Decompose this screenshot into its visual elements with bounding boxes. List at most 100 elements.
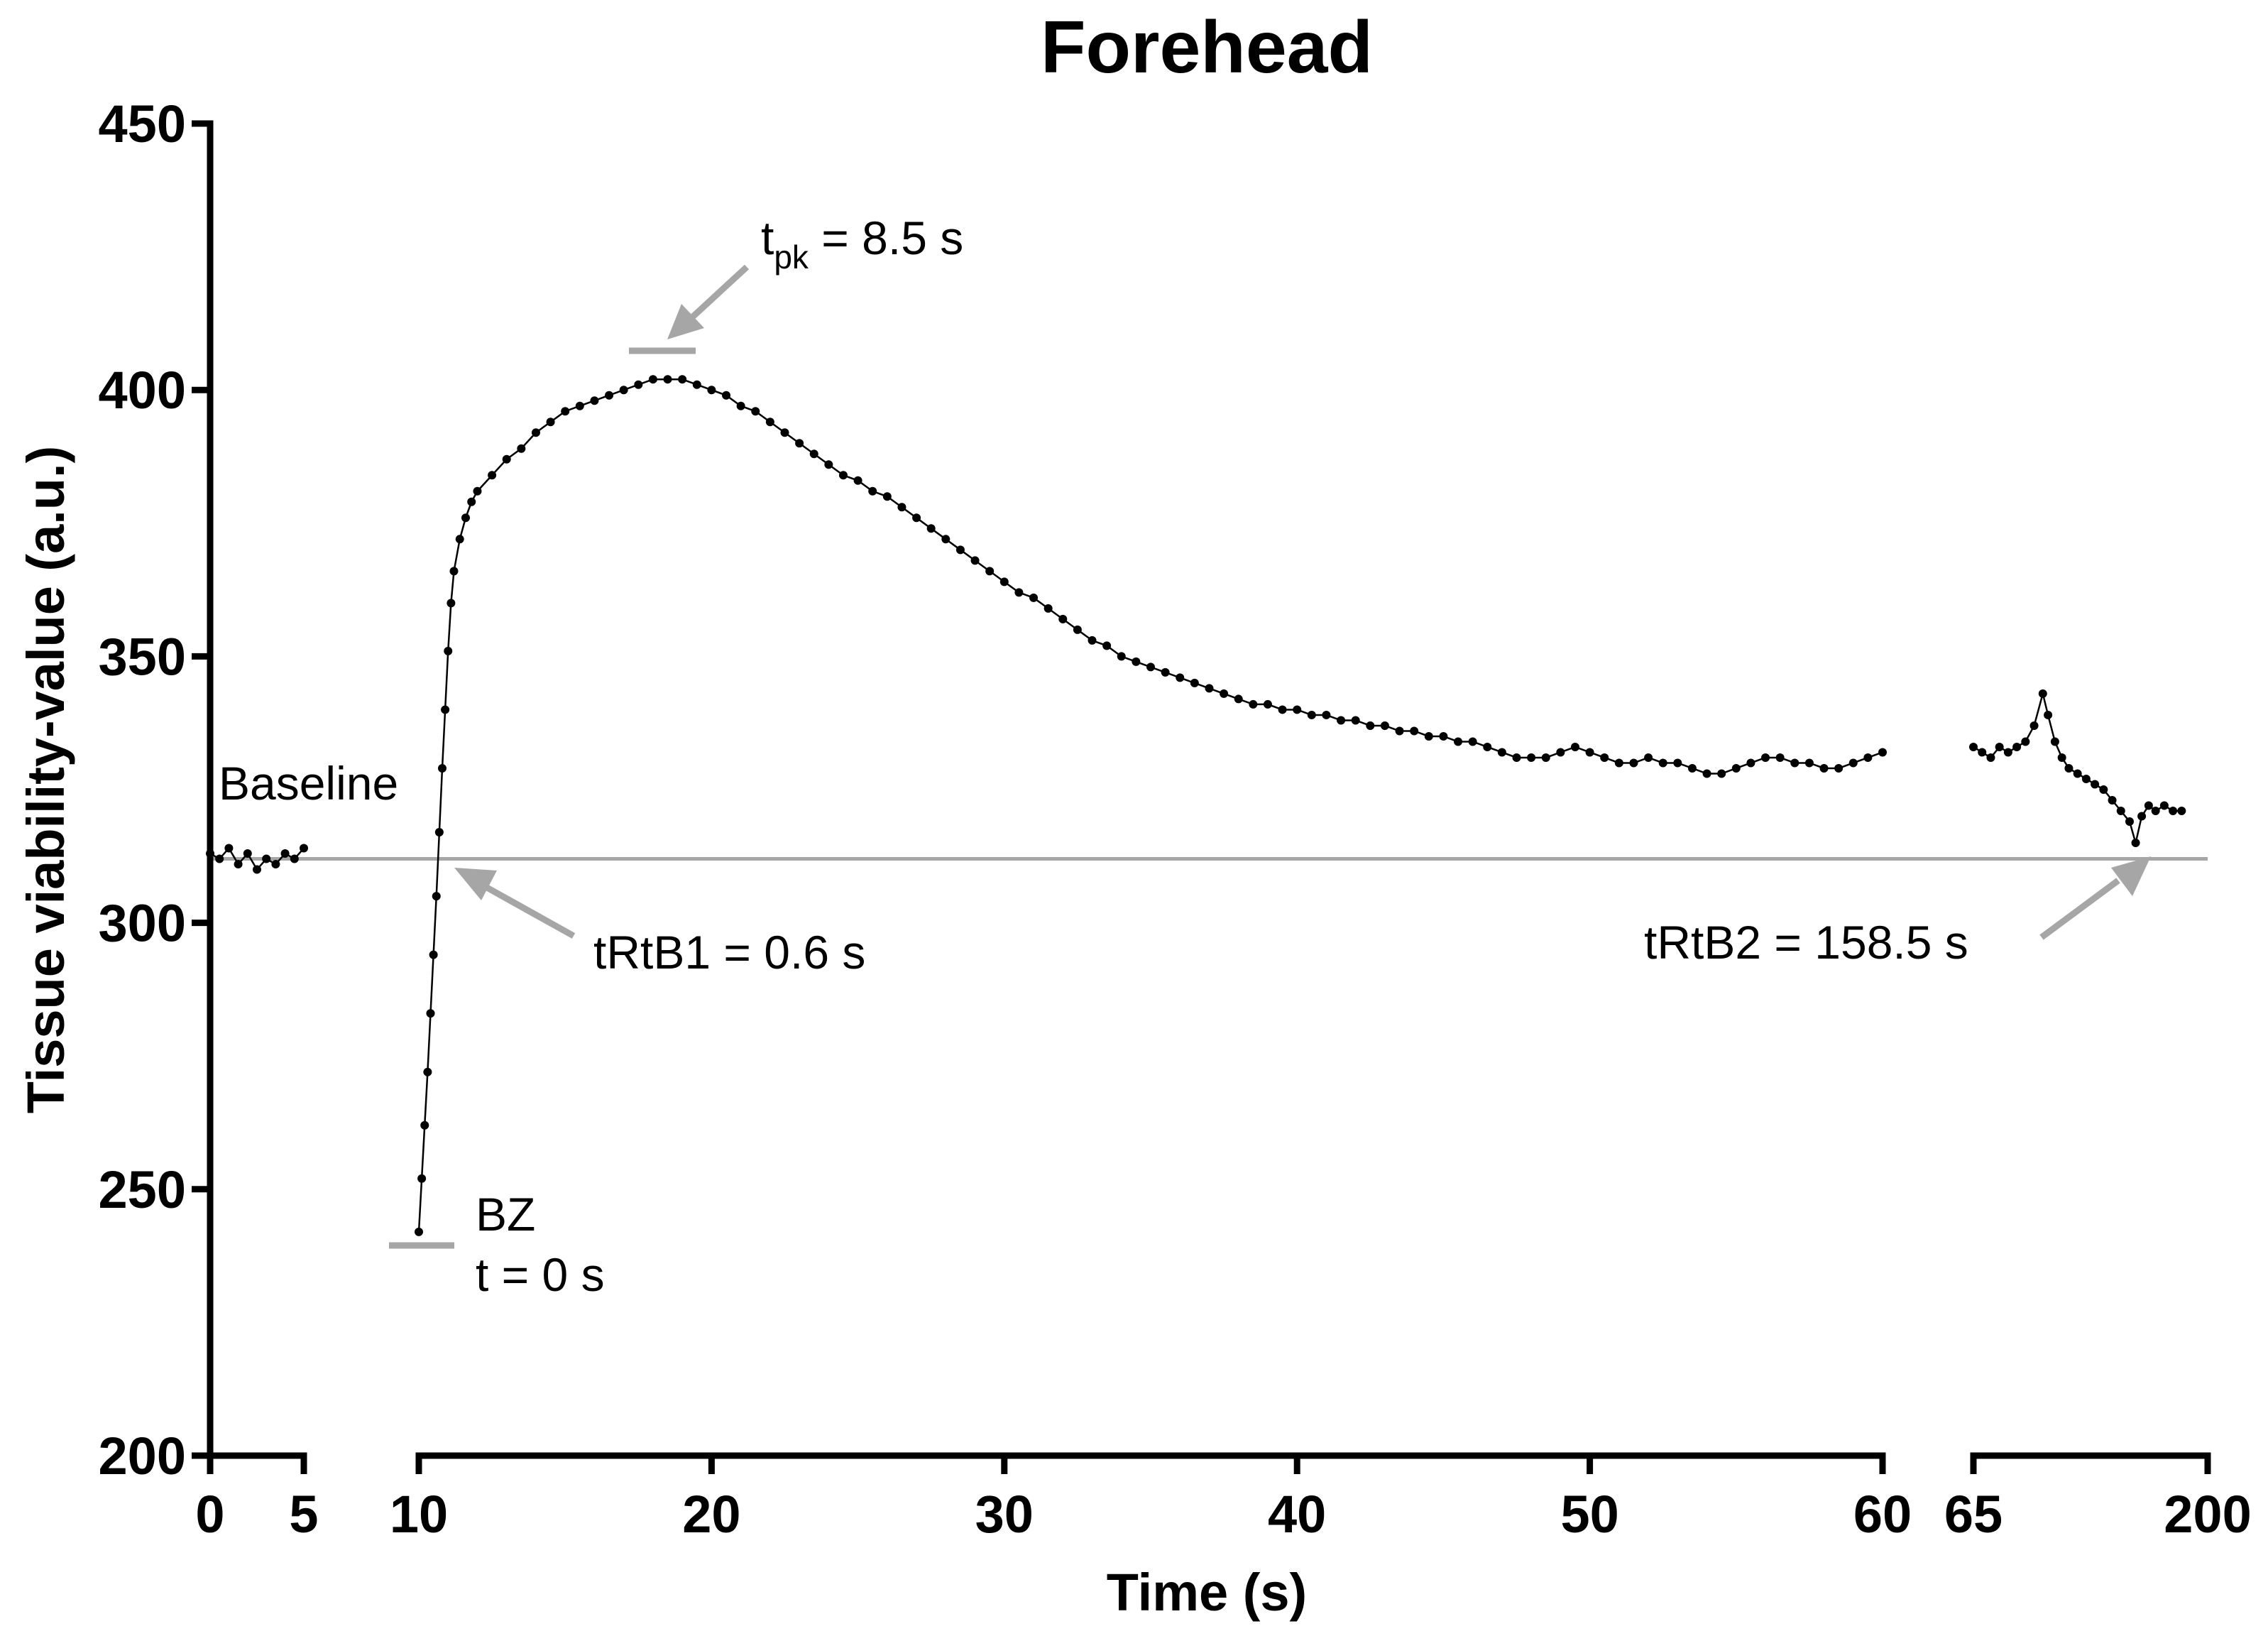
trtb2-arrow-head [2111, 856, 2151, 896]
data-point [634, 380, 643, 389]
data-point [1249, 699, 1258, 709]
bz-time-annotation: t = 0 s [476, 1248, 605, 1301]
data-point [707, 386, 716, 395]
data-point [1556, 748, 1565, 757]
data-point [765, 418, 774, 427]
trtb1-arrow-head [454, 868, 497, 900]
data-point [432, 892, 441, 901]
data-point [1978, 748, 1987, 757]
trtb1-annotation: tRtB1 = 0.6 s [593, 926, 865, 978]
data-point [1986, 753, 1995, 762]
data-point [417, 1174, 427, 1183]
data-point [243, 849, 252, 858]
data-point [970, 556, 980, 565]
y-tick-label: 200 [99, 1427, 186, 1485]
data-point [1410, 726, 1419, 736]
data-point [1190, 678, 1199, 687]
data-point [2144, 801, 2153, 810]
data-point [2137, 812, 2147, 821]
data-point [253, 865, 261, 874]
data-point [999, 577, 1009, 587]
data-point [955, 545, 965, 555]
data-point [423, 1067, 432, 1076]
data-point [426, 1009, 435, 1018]
x-tick-label: 65 [1944, 1485, 2003, 1544]
data-point [420, 1120, 429, 1130]
data-point [1834, 763, 1844, 773]
data-point [1176, 673, 1185, 682]
data-point [2099, 785, 2108, 794]
data-point [985, 567, 995, 576]
data-point [447, 599, 456, 608]
data-point [290, 854, 299, 863]
data-point [1863, 753, 1873, 762]
data-point [441, 705, 450, 714]
data-point [590, 396, 599, 405]
data-point [1673, 758, 1682, 768]
data-point [429, 950, 438, 959]
data-point [1585, 748, 1594, 757]
data-point [1497, 748, 1506, 757]
trtb2-arrow-shaft [2039, 878, 2120, 940]
data-point [1468, 737, 1477, 746]
tpk-label-main: t [761, 212, 774, 264]
data-point [1263, 699, 1272, 709]
data-point [838, 471, 848, 480]
data-point [473, 486, 482, 496]
y-tick-label: 350 [99, 627, 186, 686]
y-tick-label: 450 [99, 94, 186, 153]
data-point [2064, 763, 2073, 773]
data-point [751, 407, 760, 416]
data-point [1307, 710, 1316, 719]
data-point [1337, 716, 1346, 725]
data-point [2108, 796, 2117, 805]
data-point [2169, 807, 2178, 816]
data-point [271, 860, 280, 869]
x-tick-label: 60 [1853, 1485, 1912, 1544]
data-point [1029, 593, 1039, 602]
data-point [531, 428, 540, 437]
data-point [1234, 694, 1243, 704]
data-point [1541, 753, 1550, 762]
data-point [1424, 731, 1433, 741]
x-tick-label: 200 [2164, 1485, 2251, 1544]
data-point [444, 646, 453, 655]
tpk-label-value: = 8.5 s [809, 212, 963, 264]
data-point [2177, 807, 2186, 816]
data-point [824, 460, 833, 469]
chart-title: Forehead [1041, 6, 1373, 89]
data-point [1161, 667, 1170, 677]
data-point [2125, 817, 2134, 827]
data-point [1658, 758, 1667, 768]
data-point [488, 471, 497, 480]
data-point [449, 567, 459, 576]
data-point [648, 375, 657, 384]
data-point [1717, 769, 1726, 778]
data-point [502, 454, 511, 464]
data-point [2029, 721, 2039, 730]
data-point [1205, 684, 1214, 693]
data-point [1731, 763, 1741, 773]
data-point [619, 386, 628, 395]
data-point [1629, 758, 1638, 768]
data-point [1146, 662, 1155, 672]
data-point [546, 418, 555, 427]
data-point [1790, 758, 1799, 768]
data-point [1644, 753, 1653, 762]
y-tick-label: 250 [99, 1160, 186, 1219]
data-point [809, 449, 818, 459]
x-tick-label: 5 [289, 1485, 318, 1544]
data-point [1702, 769, 1711, 778]
data-point [1058, 614, 1068, 623]
x-tick-label: 20 [682, 1485, 740, 1544]
data-point [1600, 753, 1609, 762]
data-point [926, 524, 936, 533]
data-point [1322, 710, 1331, 719]
data-point [434, 828, 444, 837]
data-point [1512, 753, 1521, 762]
y-axis-ticks: 200 250 300 350 400 450 [99, 94, 210, 1485]
data-point [2003, 748, 2012, 757]
data-point [941, 535, 951, 544]
data-point [1366, 721, 1375, 730]
data-point [517, 444, 526, 453]
